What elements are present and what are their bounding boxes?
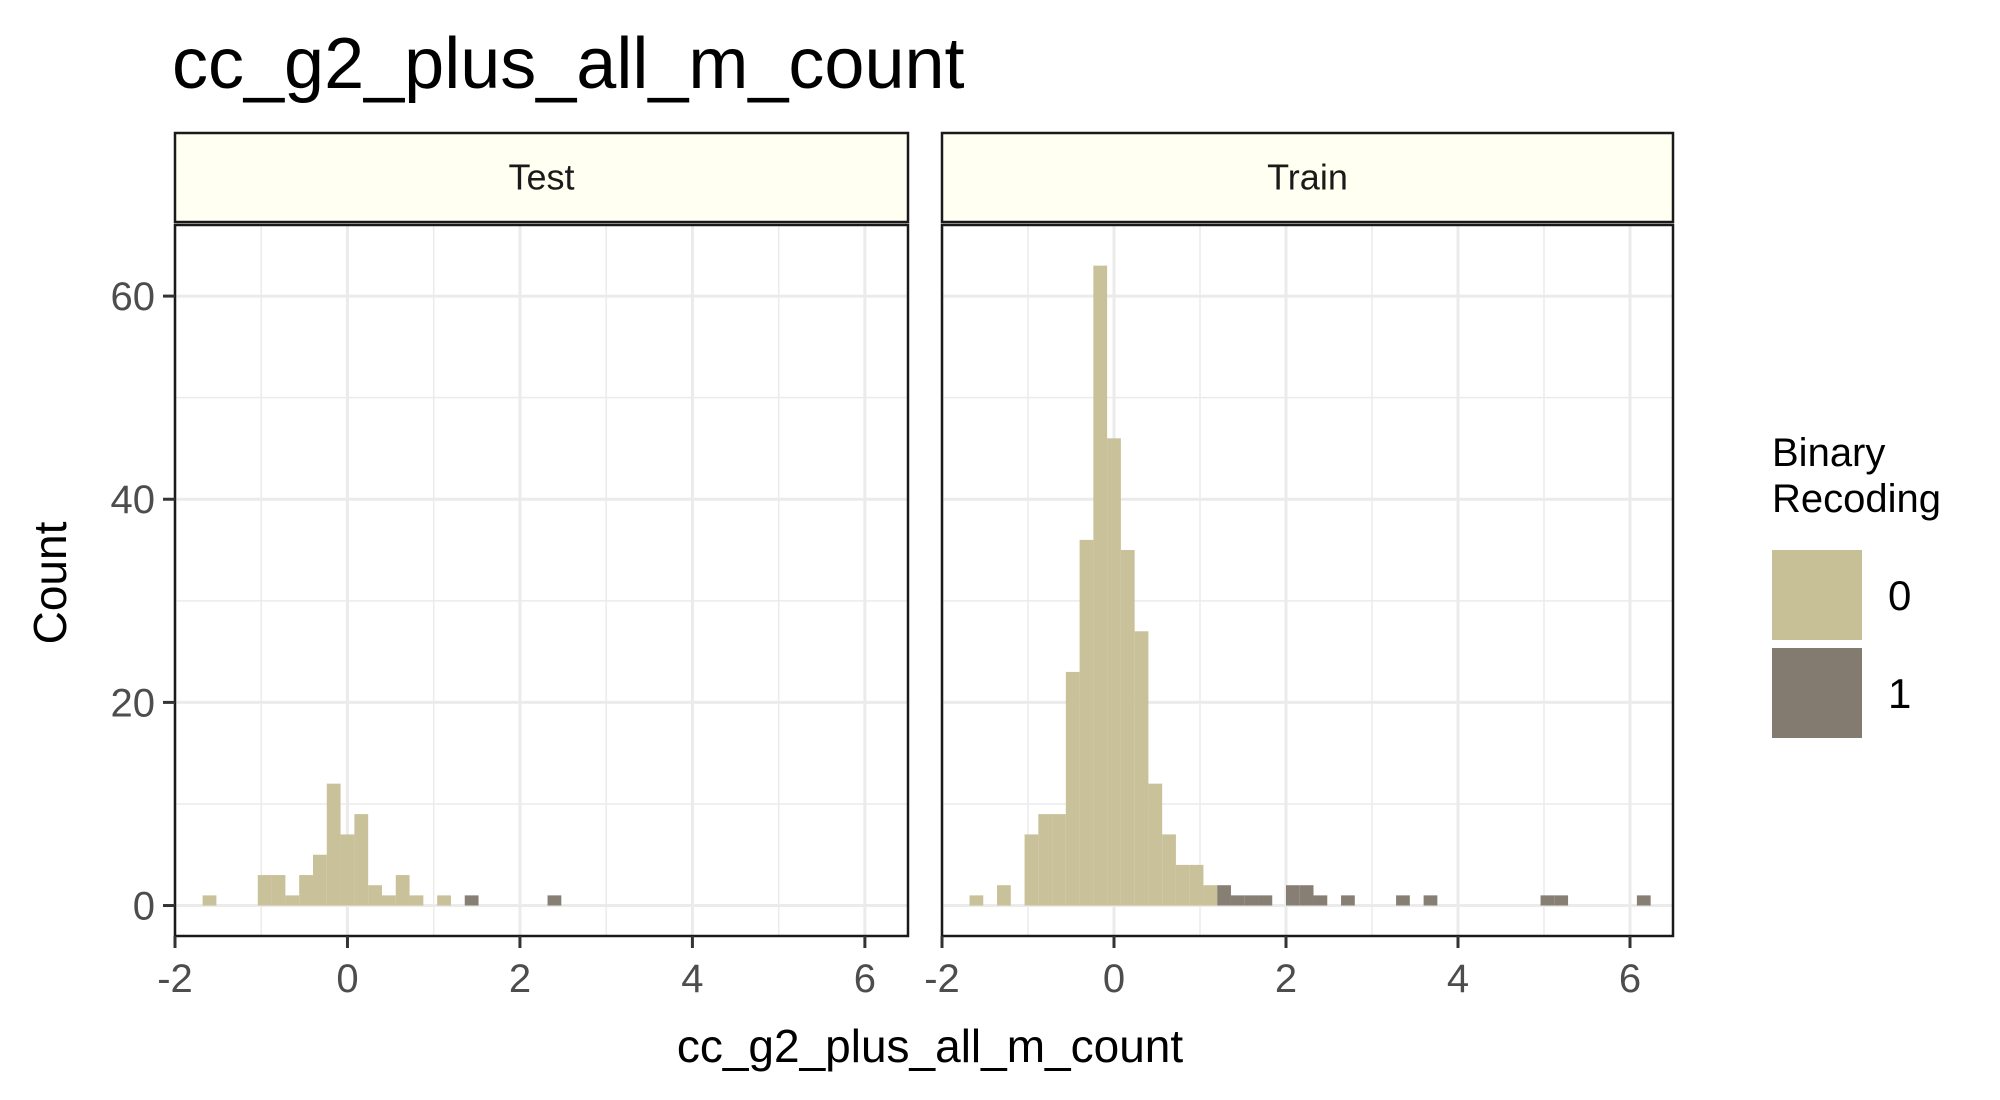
histogram-bar [969, 895, 984, 906]
histogram-bar [340, 834, 355, 906]
histogram-bar [1203, 885, 1218, 906]
histogram-bar [299, 875, 313, 906]
histogram-bar [285, 895, 300, 906]
histogram-bar [368, 885, 382, 906]
histogram-bar [1134, 631, 1149, 906]
legend: Binary Recoding 0 1 [1772, 431, 1941, 738]
legend-title: Binary Recoding [1772, 431, 1941, 521]
facet-strip [173, 131, 910, 224]
histogram-bar [464, 895, 479, 906]
histogram-bar [1148, 783, 1163, 906]
histogram-bar [1024, 834, 1039, 906]
histogram-bar [1313, 895, 1328, 906]
histogram-bar [1052, 814, 1066, 906]
histogram-bar [1079, 539, 1094, 906]
histogram-bar [1244, 895, 1259, 906]
histogram-bar [1162, 834, 1176, 906]
y-tick-label: 60 [111, 275, 156, 319]
x-tick-label: 0 [336, 957, 358, 1001]
legend-title-line: Binary [1772, 431, 1885, 475]
histogram-bar [1065, 671, 1080, 906]
y-axis-title: Count [24, 521, 76, 644]
histogram-bar [1258, 895, 1273, 906]
legend-key-1 [1772, 648, 1862, 738]
panel-train: Train -2 0 2 4 6 [924, 131, 1675, 1001]
histogram-bar [271, 875, 286, 906]
histogram-bar [1554, 895, 1569, 906]
y-tick-label: 40 [111, 478, 156, 522]
histogram-bar [1175, 864, 1190, 906]
histogram-bar [1217, 885, 1231, 906]
legend-key-0 [1772, 550, 1862, 640]
histogram-bar [547, 895, 562, 906]
x-tick-label: 4 [1447, 957, 1469, 1001]
x-tick-label: 4 [681, 957, 703, 1001]
histogram-bar [1636, 895, 1651, 906]
histogram-bar [395, 875, 410, 906]
panel-background [175, 225, 908, 936]
histogram-bar [1038, 814, 1053, 906]
histogram-bar [326, 783, 341, 906]
histogram-bar [1540, 895, 1555, 906]
histogram-bar [202, 895, 217, 906]
legend-label-0: 0 [1888, 572, 1911, 619]
facet-label: Test [508, 157, 574, 198]
histogram-bar [1189, 864, 1204, 906]
x-tick-label: 6 [1619, 957, 1641, 1001]
x-tick-label: 0 [1103, 957, 1125, 1001]
histogram-bar [312, 854, 327, 906]
panel-border [940, 223, 1675, 938]
x-tick-label: 2 [509, 957, 531, 1001]
histogram-bar [1299, 885, 1314, 906]
facet-strip [940, 131, 1675, 224]
facet-label: Train [1267, 157, 1348, 198]
chart-title: cc_g2_plus_all_m_count [172, 24, 965, 104]
histogram-bar [437, 895, 451, 906]
histogram-bar [354, 814, 369, 906]
x-tick-label: 6 [854, 957, 876, 1001]
histogram-bar [1120, 550, 1135, 906]
histogram-bar [1286, 885, 1300, 906]
histogram-bar [409, 895, 424, 906]
histogram-bar [1093, 265, 1108, 906]
panel-border [173, 223, 910, 938]
x-tick-label: -2 [157, 957, 193, 1001]
x-tick-label: 2 [1275, 957, 1297, 1001]
histogram-bar [997, 885, 1011, 906]
histogram-bar [1230, 895, 1245, 906]
x-axis-title: cc_g2_plus_all_m_count [677, 1020, 1184, 1072]
x-tick-label: -2 [924, 957, 960, 1001]
histogram-bar [1396, 895, 1410, 906]
y-tick-label: 20 [111, 681, 156, 725]
legend-label-1: 1 [1888, 670, 1911, 717]
histogram-bar [381, 895, 396, 906]
histogram-bar [1341, 895, 1355, 906]
histogram-bar [257, 875, 272, 906]
histogram-bar [1423, 895, 1438, 906]
legend-title-line: Recoding [1772, 477, 1941, 521]
histogram-bar [1107, 438, 1121, 906]
y-tick-label: 0 [133, 885, 155, 929]
